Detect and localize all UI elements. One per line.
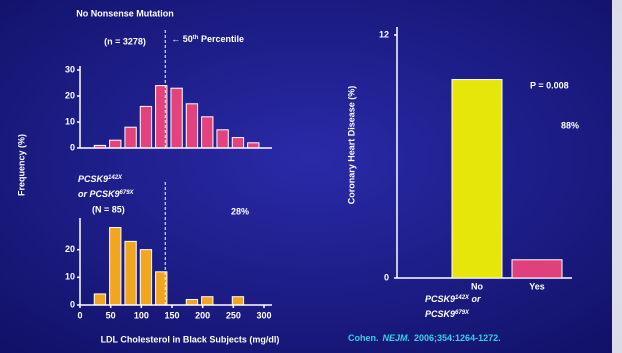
y-tick-label: 30 xyxy=(65,64,75,74)
y-tick-label: 12 xyxy=(379,29,389,39)
bar xyxy=(201,296,214,306)
bar xyxy=(511,259,563,279)
bar xyxy=(185,103,199,149)
x-tick-label: No xyxy=(471,281,483,291)
reference-label: ← 50th Percentile xyxy=(171,34,244,44)
category-caption: PCSK9679X xyxy=(425,309,470,319)
y-axis-label: Coronary Heart Disease (%) xyxy=(346,86,356,205)
x-tick-label: 50 xyxy=(106,310,116,320)
x-tick-label: 300 xyxy=(256,310,271,320)
x-tick-label: Yes xyxy=(529,281,545,291)
chart-title-part: PCSK9 xyxy=(78,174,108,184)
chart-title-part: 679X xyxy=(120,190,135,196)
chart-subtitle: (N = 85) xyxy=(92,204,125,214)
x-tick-label: 250 xyxy=(226,310,241,320)
chart-title-part: 142X xyxy=(108,175,123,181)
chart-title: No Nonsense Mutation xyxy=(76,8,174,18)
citation-journal: NEJM. xyxy=(383,333,411,343)
category-caption-part: 679X xyxy=(455,310,470,316)
chart-subtitle: (n = 3278) xyxy=(104,36,146,46)
annotation: P = 0.008 xyxy=(530,80,569,90)
citation: Cohen. NEJM. 2006;354:1264-1272. xyxy=(348,333,501,343)
category-caption-part: PCSK9 xyxy=(425,309,455,319)
y-axis-label: Frequency (%) xyxy=(16,134,26,196)
bar xyxy=(231,296,245,306)
bar xyxy=(109,139,122,149)
y-tick-label: 10 xyxy=(65,116,75,126)
bar xyxy=(451,79,503,279)
bar xyxy=(201,116,214,149)
bar xyxy=(216,129,229,149)
bar xyxy=(124,126,137,149)
y-tick-label: 20 xyxy=(65,244,75,254)
x-tick-label: 150 xyxy=(164,310,179,320)
y-tick-label: 0 xyxy=(70,299,75,309)
chart-title: PCSK9142X xyxy=(78,174,123,184)
bar xyxy=(170,87,183,149)
bar xyxy=(185,298,199,306)
reference-label-part: Percentile xyxy=(198,34,244,44)
bar xyxy=(139,249,153,306)
y-tick-label: 20 xyxy=(65,90,75,100)
x-tick-label: 0 xyxy=(77,310,82,320)
citation-reference: 2006;354:1264-1272. xyxy=(414,333,501,343)
x-tick-label: 100 xyxy=(134,310,149,320)
edge xyxy=(612,0,622,353)
category-caption-part: or xyxy=(469,294,481,304)
citation-author: Cohen. xyxy=(348,333,379,343)
reference-label-part: th xyxy=(193,35,199,41)
category-caption: PCSK9142X or xyxy=(425,294,481,304)
category-caption-part: 142X xyxy=(455,295,470,301)
bar xyxy=(93,293,107,306)
chart-title-part: or PCSK9 xyxy=(78,189,120,199)
reference-label-part: ← 50 xyxy=(171,34,193,44)
category-caption-part: PCSK9 xyxy=(425,294,455,304)
bar xyxy=(247,142,260,149)
y-tick-label: 0 xyxy=(70,142,75,152)
bar xyxy=(124,240,137,306)
annotation: 28% xyxy=(231,206,249,216)
chart-title: or PCSK9679X xyxy=(78,189,135,199)
y-tick-label: 10 xyxy=(65,272,75,282)
y-tick-label: 0 xyxy=(384,272,389,282)
bar xyxy=(139,105,153,149)
annotation: 88% xyxy=(561,120,579,130)
bar xyxy=(109,227,122,306)
x-axis-label: LDL Cholesterol in Black Subjects (mg/dl… xyxy=(101,334,280,344)
bar xyxy=(231,137,245,149)
x-tick-label: 200 xyxy=(195,310,210,320)
